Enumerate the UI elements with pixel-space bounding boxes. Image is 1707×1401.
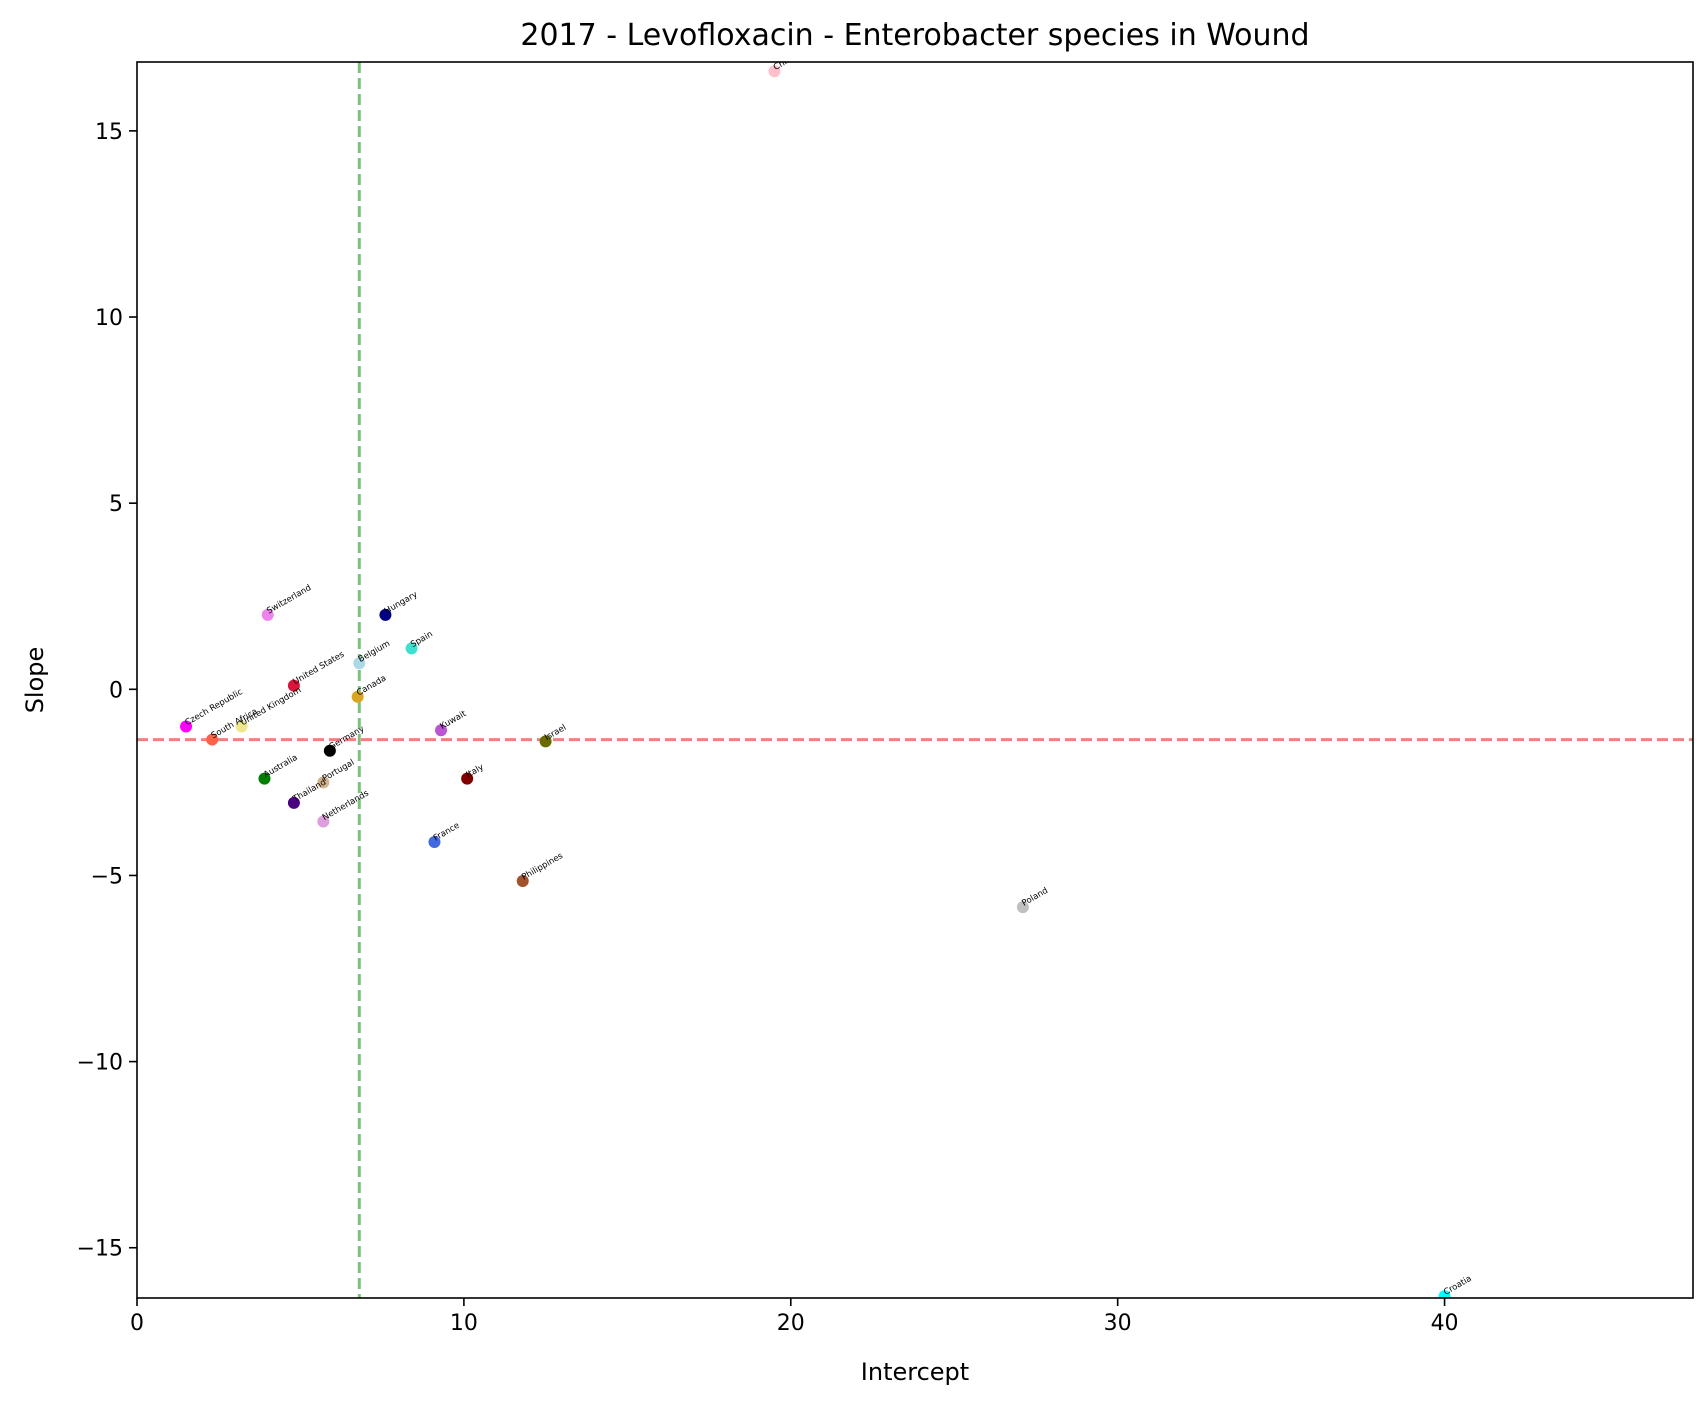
data-point (768, 65, 781, 78)
data-point (261, 608, 274, 621)
data-point (351, 690, 364, 703)
y-tick-label: 10 (95, 306, 123, 331)
x-tick-label: 40 (1431, 1311, 1459, 1336)
data-point (428, 835, 441, 848)
data-point (1016, 901, 1029, 914)
data-point (180, 720, 193, 733)
axis-ticks: 0 10 20 30 40 −15 −10 −5 0 5 10 15 (77, 120, 1459, 1336)
point-label: China (772, 52, 798, 73)
x-tick-label: 10 (450, 1311, 478, 1336)
data-point (317, 815, 330, 828)
data-point (539, 735, 552, 748)
y-tick-label: −10 (77, 1051, 123, 1076)
data-point (353, 657, 366, 670)
x-tick-label: 20 (777, 1311, 805, 1336)
data-point (405, 642, 418, 655)
data-point (287, 796, 300, 809)
data-point (317, 776, 330, 789)
y-tick-label: 5 (109, 492, 123, 517)
y-tick-label: −5 (91, 864, 123, 889)
y-tick-label: −15 (77, 1237, 123, 1262)
data-point (379, 608, 392, 621)
data-point (516, 875, 529, 888)
data-point (206, 733, 219, 746)
y-tick-label: 0 (109, 678, 123, 703)
chart-title: 2017 - Levofloxacin - Enterobacter speci… (520, 18, 1309, 53)
data-point (435, 724, 448, 737)
y-tick-label: 15 (95, 120, 123, 145)
data-point (287, 679, 300, 692)
data-point (235, 720, 248, 733)
x-axis-label: Intercept (861, 1358, 969, 1386)
data-point (1438, 1290, 1451, 1298)
y-axis-label: Slope (21, 647, 49, 714)
x-tick-label: 30 (1104, 1311, 1132, 1336)
plot-frame (136, 61, 1694, 1299)
data-point (323, 744, 336, 757)
data-point (461, 772, 474, 785)
data-point (258, 772, 271, 785)
x-tick-label: 0 (130, 1311, 144, 1336)
